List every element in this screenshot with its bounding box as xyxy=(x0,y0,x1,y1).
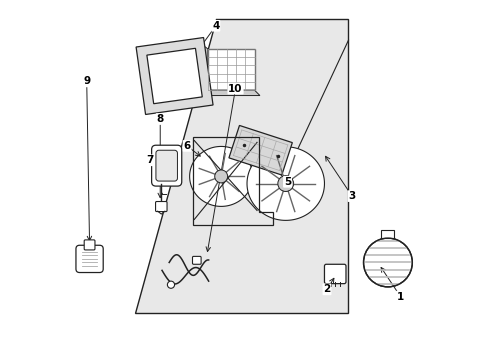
Circle shape xyxy=(214,170,227,183)
Polygon shape xyxy=(228,125,292,175)
Bar xyxy=(207,49,254,90)
Polygon shape xyxy=(246,147,324,220)
Text: 2: 2 xyxy=(323,284,330,294)
Text: 8: 8 xyxy=(156,114,163,124)
Circle shape xyxy=(167,281,174,288)
Text: 4: 4 xyxy=(212,21,219,31)
Polygon shape xyxy=(146,48,202,104)
Text: 6: 6 xyxy=(183,141,190,151)
Polygon shape xyxy=(202,90,260,95)
Polygon shape xyxy=(189,147,252,206)
FancyBboxPatch shape xyxy=(76,245,103,273)
Text: 9: 9 xyxy=(83,76,90,86)
Text: 1: 1 xyxy=(396,292,403,302)
FancyBboxPatch shape xyxy=(156,150,177,181)
FancyBboxPatch shape xyxy=(192,256,201,264)
FancyBboxPatch shape xyxy=(155,202,167,212)
Text: 7: 7 xyxy=(145,155,153,165)
Polygon shape xyxy=(381,230,394,238)
Text: 3: 3 xyxy=(348,191,355,201)
Text: 10: 10 xyxy=(228,84,242,94)
FancyBboxPatch shape xyxy=(151,145,182,186)
Polygon shape xyxy=(135,19,348,313)
FancyBboxPatch shape xyxy=(84,240,95,250)
Polygon shape xyxy=(201,44,207,90)
Circle shape xyxy=(363,238,411,287)
Circle shape xyxy=(277,176,293,192)
Polygon shape xyxy=(136,37,213,114)
FancyBboxPatch shape xyxy=(324,264,346,284)
Text: 5: 5 xyxy=(284,177,290,187)
